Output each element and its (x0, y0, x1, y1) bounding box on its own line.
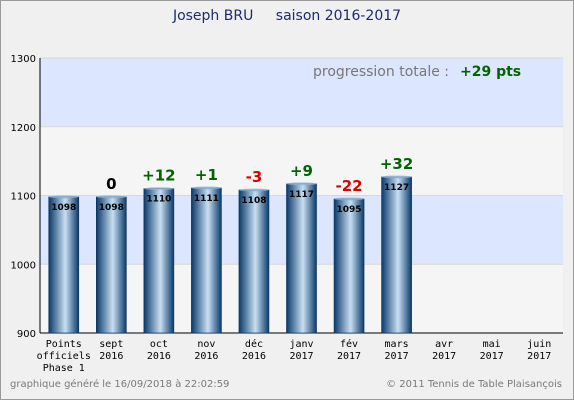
bar-value-label: 1110 (146, 195, 171, 205)
delta-label: 0 (106, 175, 116, 193)
bar-value-label: 1127 (384, 183, 409, 193)
bar-value-label: 1111 (194, 194, 219, 204)
x-tick-label: déc 2016 (242, 338, 266, 362)
bar (143, 188, 175, 334)
bar (238, 189, 270, 334)
bar (96, 196, 127, 334)
bar-value-label: 1095 (337, 205, 362, 215)
delta-label: +12 (142, 167, 175, 185)
x-tick-label: fév 2017 (337, 338, 361, 362)
bar-value-label: 1098 (51, 203, 76, 213)
y-tick-label: 1200 (11, 123, 36, 134)
generated-timestamp: graphique généré le 16/09/2018 à 22:02:5… (10, 379, 230, 390)
bar-cap (96, 195, 127, 199)
bar-cap (48, 195, 79, 199)
x-tick-label: oct 2016 (147, 339, 171, 362)
bar-value-label: 1098 (99, 203, 124, 213)
delta-label: +9 (290, 162, 313, 180)
delta-label: -22 (335, 177, 362, 195)
x-tick-label: Points officiels Phase 1 (37, 339, 91, 374)
bar-value-label: 1117 (289, 190, 314, 200)
bar (333, 198, 365, 334)
progression-label: progression totale : (313, 64, 449, 80)
bar (286, 183, 317, 334)
plot-band (40, 58, 563, 127)
delta-label: +1 (195, 166, 218, 184)
bar (381, 176, 412, 334)
x-tick-label: sept 2016 (99, 339, 123, 362)
bar-cap (334, 197, 365, 201)
delta-label: -3 (246, 168, 263, 186)
bar (191, 187, 222, 334)
x-tick-label: nov 2016 (194, 339, 218, 362)
y-tick-label: 900 (17, 329, 36, 340)
bar-cap (143, 187, 174, 191)
season-label: saison 2016-2017 (275, 8, 402, 24)
x-tick-label: avr 2017 (432, 339, 456, 362)
bar-cap (381, 175, 412, 179)
bar-cap (238, 188, 269, 192)
y-tick-label: 1100 (11, 192, 36, 203)
bar (48, 196, 80, 334)
delta-label: +32 (380, 155, 413, 173)
x-tick-label: janv 2017 (289, 339, 313, 362)
x-tick-label: mai 2017 (480, 339, 504, 362)
y-tick-label: 1300 (11, 54, 36, 65)
x-tick-label: mars 2017 (385, 339, 409, 362)
copyright-notice: © 2011 Tennis de Table Plaisançois (386, 379, 562, 390)
y-tick-label: 1000 (11, 260, 36, 271)
bar-value-label: 1108 (241, 196, 266, 206)
player-name: Joseph BRU (172, 8, 254, 24)
bar-cap (191, 186, 222, 190)
progression-value: +29 pts (460, 64, 521, 80)
bar-cap (286, 182, 317, 186)
x-tick-label: juin 2017 (527, 339, 551, 362)
chart-title: Joseph BRU saison 2016-2017 (0, 8, 574, 24)
